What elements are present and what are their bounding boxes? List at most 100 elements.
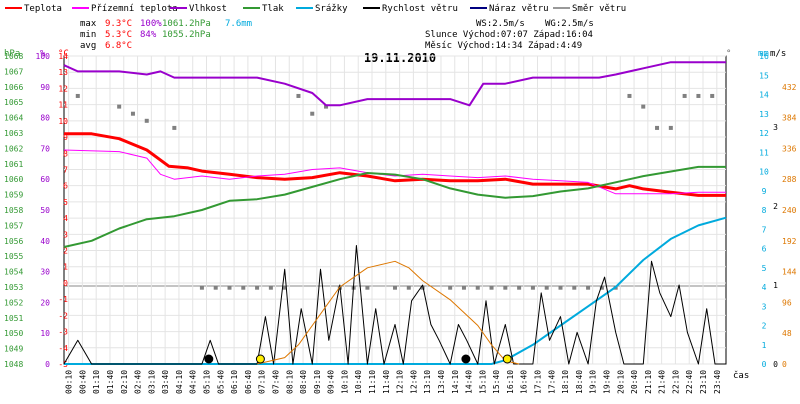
legend-label-srazky: Srážky	[315, 4, 348, 14]
unit-hpa: hPa	[4, 49, 20, 59]
wind-dir-point	[282, 285, 287, 290]
x-tick-label: 15:10	[478, 370, 487, 394]
x-tick-label: 14:10	[451, 370, 460, 394]
c-tick-label: 12	[58, 84, 68, 93]
x-tick-label: 01:40	[106, 370, 115, 394]
axis-units: hPa % °C ° mm m/s čas	[4, 49, 786, 381]
sun-moon-marker	[502, 354, 512, 364]
hpa-tick-label: 1060	[4, 175, 23, 184]
x-tick-label: 11:40	[382, 370, 391, 394]
legend-label-teplota: Teplota	[24, 4, 62, 14]
legend: Teplota Přízemní teplota Vlhkost Tlak Sr…	[5, 4, 626, 14]
pct-tick-label: 70	[40, 144, 50, 153]
x-tick-label: 00:40	[78, 370, 87, 394]
x-tick-label: 06:40	[244, 370, 253, 394]
wind-dir-point	[655, 125, 660, 130]
x-tick-label: 02:40	[134, 370, 143, 394]
dir-tick-name: E	[730, 0, 735, 2]
ms-tick-label: 0	[773, 360, 778, 369]
stats-avg-temp: 6.8°C	[105, 41, 132, 51]
stats-max-label: max	[80, 19, 97, 29]
stats-block: max 9.3°C 100% 1061.2hPa 7.6mm min 5.3°C…	[80, 19, 594, 51]
rad-tick-label: 384	[782, 114, 797, 123]
rad-tick-label: 144	[782, 268, 797, 277]
wind-dir-point	[296, 93, 301, 98]
hpa-tick-label: 1049	[4, 345, 23, 354]
mm-tick-label: 8	[762, 206, 767, 215]
dir-tick-name: NE	[727, 0, 737, 2]
hpa-tick-label: 1052	[4, 298, 23, 307]
stats-min-label: min	[80, 30, 96, 40]
x-tick-label: 23:10	[699, 370, 708, 394]
hpa-tick-label: 1063	[4, 129, 23, 138]
sun-moon-marker	[204, 354, 214, 364]
stats-max-press: 1061.2hPa	[162, 19, 211, 29]
legend-label-vlhkost: Vlhkost	[189, 4, 227, 14]
x-tick-label: 03:10	[147, 370, 156, 394]
x-tick-label: 05:10	[203, 370, 212, 394]
c-tick-label: 14	[58, 52, 68, 61]
x-tick-label: 22:40	[685, 370, 694, 394]
mm-tick-label: 16	[759, 52, 769, 61]
mm-tick-label: 0	[762, 360, 767, 369]
x-tick-label: 01:10	[92, 370, 101, 394]
c-tick-label: 11	[58, 101, 68, 110]
pct-tick-label: 30	[40, 268, 50, 277]
wind-dir-point	[710, 93, 715, 98]
x-tick-label: 10:10	[340, 370, 349, 394]
wind-dir-point	[365, 285, 370, 290]
sun-moon-marker	[255, 354, 265, 364]
x-axis: 00:10 00:40 01:10 01:40 02:10 02:40 03:10 03:40…	[65, 370, 722, 394]
rad-tick-label: 48	[782, 329, 792, 338]
dir-tick-label: 90	[733, 0, 743, 2]
mm-tick-label: 14	[759, 91, 769, 100]
hpa-tick-label: 1064	[4, 114, 23, 123]
wind-dir-point	[227, 285, 232, 290]
x-tick-label: 06:10	[230, 370, 239, 394]
right-axes: 360N315NW270W225SW180S135SE90E45NE016151…	[727, 0, 796, 369]
x-tick-label: 20:10	[616, 370, 625, 394]
stats-min-hum: 84%	[140, 30, 157, 40]
stats-max-rain: 7.6mm	[225, 19, 252, 29]
series-lines	[63, 61, 727, 365]
x-tick-label: 15:40	[492, 370, 501, 394]
x-tick-label: 10:40	[354, 370, 363, 394]
stats-max-temp: 9.3°C	[105, 19, 132, 29]
c-tick-label: -5	[58, 360, 68, 369]
wind-dir-point	[130, 111, 135, 116]
x-tick-label: 04:10	[175, 370, 184, 394]
x-tick-label: 08:40	[299, 370, 308, 394]
pct-tick-label: 10	[40, 329, 50, 338]
stats-ws: WS:2.5m/s	[476, 19, 525, 29]
wind-dir-point	[75, 93, 80, 98]
dir-tick-name: SE	[727, 0, 737, 2]
mm-tick-label: 9	[762, 187, 767, 196]
wind-dir-point	[172, 125, 177, 130]
rad-tick-label: 96	[782, 298, 792, 307]
legend-label-tlak: Tlak	[262, 4, 284, 14]
mm-tick-label: 7	[762, 225, 767, 234]
hpa-tick-label: 1055	[4, 252, 23, 261]
ms-tick-label: 1	[773, 281, 778, 290]
wind-dir-point	[599, 285, 604, 290]
ms-tick-label: 3	[773, 123, 778, 132]
hpa-tick-label: 1051	[4, 314, 23, 323]
x-tick-label: 23:40	[713, 370, 722, 394]
c-tick-label: 0	[63, 279, 68, 288]
wind-dir-point	[682, 93, 687, 98]
mm-tick-label: 4	[762, 283, 767, 292]
c-tick-label: 10	[58, 117, 68, 126]
stats-min-press: 1055.2hPa	[162, 30, 211, 40]
c-tick-label: 6	[63, 182, 68, 191]
series-line-4	[64, 216, 727, 365]
stats-avg-label: avg	[80, 41, 96, 51]
x-tick-label: 11:10	[368, 370, 377, 394]
x-tick-label: 09:40	[327, 370, 336, 394]
wind-dir-point	[517, 285, 522, 290]
wind-dir-point	[393, 285, 397, 290]
dir-tick-label: 315	[731, 0, 746, 2]
x-tick-label: 16:10	[506, 370, 515, 394]
pct-tick-label: 90	[40, 83, 50, 92]
rad-tick-label: 336	[782, 144, 797, 153]
legend-label-naraz-vetru: Náraz větru	[489, 4, 549, 14]
